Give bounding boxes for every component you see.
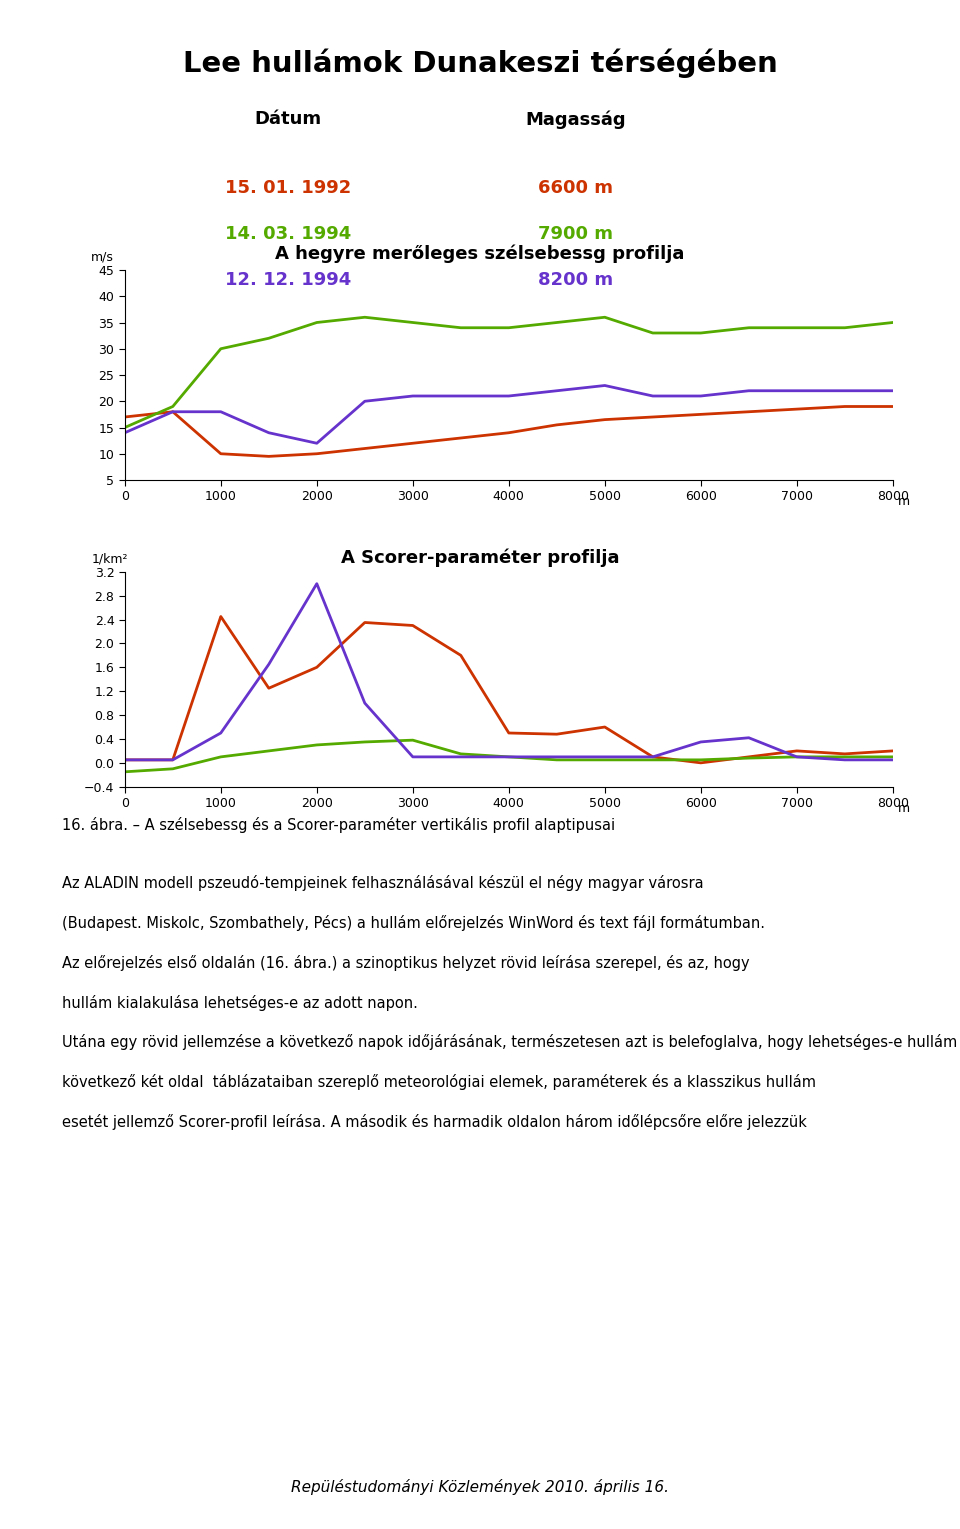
- Text: 15. 01. 1992: 15. 01. 1992: [225, 179, 351, 197]
- Text: A Scorer-paraméter profilja: A Scorer-paraméter profilja: [341, 549, 619, 567]
- Text: Az előrejelzés első oldalán (16. ábra.) a szinoptikus helyzet rövid leírása szer: Az előrejelzés első oldalán (16. ábra.) …: [62, 956, 750, 971]
- Text: 8200 m: 8200 m: [539, 271, 613, 289]
- Text: 16. ábra. – A szélsebessg és a Scorer-paraméter vertikális profil alaptipusai: 16. ábra. – A szélsebessg és a Scorer-pa…: [62, 818, 615, 833]
- Text: Dátum: Dátum: [254, 110, 322, 128]
- Text: 14. 03. 1994: 14. 03. 1994: [225, 225, 351, 243]
- Text: Repüléstudományi Közlemények 2010. április 16.: Repüléstudományi Közlemények 2010. ápril…: [291, 1480, 669, 1495]
- Text: Lee hullámok Dunakeszi térségében: Lee hullámok Dunakeszi térségében: [182, 49, 778, 78]
- Text: Magasság: Magasság: [526, 110, 626, 128]
- Text: 1/km²: 1/km²: [91, 552, 128, 566]
- Text: Utána egy rövid jellemzése a következő napok időjárásának, természetesen azt is : Utána egy rövid jellemzése a következő n…: [62, 1035, 960, 1050]
- Text: Az ALADIN modell pszeudó-tempjeinek felhasználásával készül el négy magyar város: Az ALADIN modell pszeudó-tempjeinek felh…: [62, 876, 704, 891]
- Text: A hegyre merőleges szélsebessg profilja: A hegyre merőleges szélsebessg profilja: [276, 245, 684, 263]
- Text: következő két oldal  táblázataiban szereplő meteorológiai elemek, paraméterek és: következő két oldal táblázataiban szerep…: [62, 1075, 816, 1090]
- Text: 7900 m: 7900 m: [539, 225, 613, 243]
- Text: m: m: [898, 495, 910, 508]
- Text: hullám kialakulása lehetséges-e az adott napon.: hullám kialakulása lehetséges-e az adott…: [62, 995, 419, 1011]
- Text: 12. 12. 1994: 12. 12. 1994: [225, 271, 351, 289]
- Text: m/s: m/s: [91, 251, 114, 265]
- Text: (Budapest. Miskolc, Szombathely, Pécs) a hullám előrejelzés WinWord és text fájl: (Budapest. Miskolc, Szombathely, Pécs) a…: [62, 916, 765, 931]
- Text: 6600 m: 6600 m: [539, 179, 613, 197]
- Text: esetét jellemző Scorer-profil leírása. A második és harmadik oldalon három időlé: esetét jellemző Scorer-profil leírása. A…: [62, 1115, 807, 1130]
- Text: m: m: [898, 803, 910, 815]
